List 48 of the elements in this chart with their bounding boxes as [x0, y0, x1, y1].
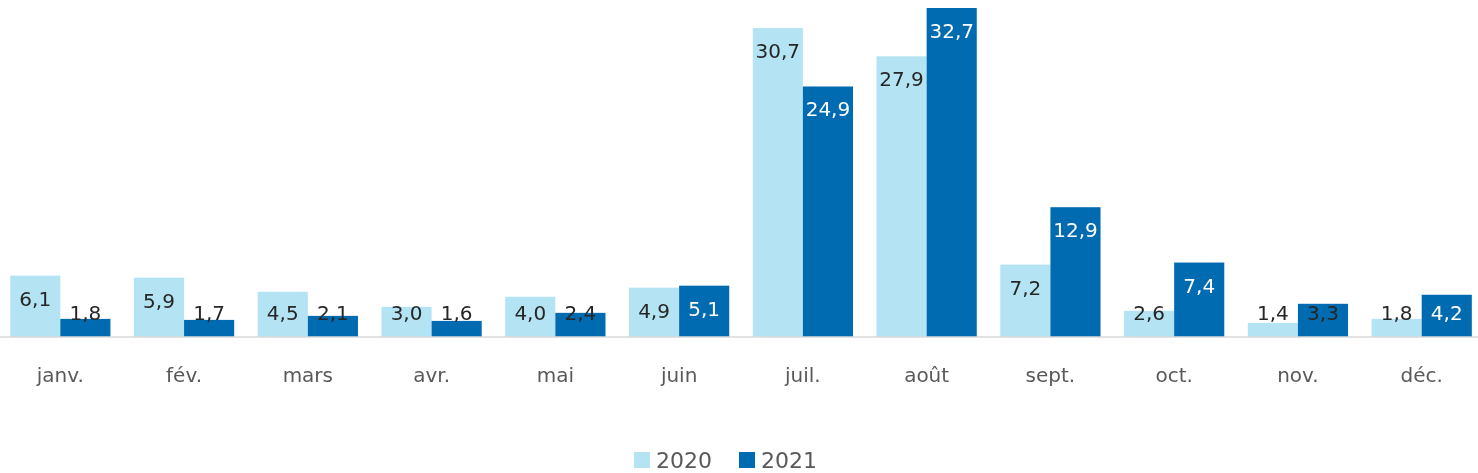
data-label: 27,9: [879, 67, 924, 92]
data-label: 12,9: [1053, 218, 1098, 243]
data-label: 24,9: [805, 97, 851, 122]
x-tick-label: déc.: [1400, 363, 1443, 387]
data-label: 1,6: [440, 301, 473, 325]
x-tick-label: janv.: [35, 363, 84, 387]
x-tick-label: mars: [282, 363, 334, 387]
legend-label: 2020: [656, 448, 712, 473]
data-label: 2,6: [1133, 301, 1166, 325]
data-label: 30,7: [755, 39, 801, 64]
data-label: 3,3: [1307, 301, 1339, 325]
x-tick-label: nov.: [1277, 363, 1319, 387]
data-label: 5,9: [143, 288, 175, 313]
x-tick-label: avr.: [413, 363, 451, 387]
bar: [1050, 207, 1101, 337]
bar: [876, 56, 927, 337]
bar: [802, 86, 853, 337]
data-label: 1,8: [69, 301, 102, 325]
bar: [679, 285, 730, 337]
x-tick-label: oct.: [1155, 363, 1193, 387]
data-label: 4,0: [514, 301, 547, 325]
bar: [1174, 262, 1225, 337]
bar: [752, 28, 803, 337]
x-tick-label: juin: [659, 363, 698, 387]
bar: [1000, 264, 1051, 337]
x-tick-label: mai: [536, 363, 575, 387]
data-label: 1,8: [1380, 301, 1413, 325]
bar: [10, 275, 61, 337]
legend-label: 2021: [761, 448, 817, 473]
x-tick-label: août: [904, 363, 950, 387]
data-label: 5,1: [688, 296, 721, 321]
data-label: 4,5: [266, 301, 299, 325]
x-tick-label: juil.: [784, 363, 821, 387]
x-tick-label: sept.: [1025, 363, 1076, 387]
x-tick-label: fév.: [166, 363, 203, 387]
bar: [926, 8, 977, 337]
data-label: 3,0: [390, 301, 423, 325]
data-label: 1,4: [1256, 301, 1289, 325]
data-label: 4,9: [638, 298, 670, 323]
data-label: 1,7: [193, 301, 226, 325]
data-label: 6,1: [19, 286, 52, 311]
data-label: 32,7: [929, 19, 974, 43]
data-label: 7,2: [1009, 275, 1042, 300]
bar: [133, 277, 185, 337]
bar: [431, 320, 482, 337]
data-label: 4,2: [1430, 301, 1463, 325]
bar: [1247, 322, 1298, 337]
data-label: 7,4: [1183, 273, 1216, 298]
